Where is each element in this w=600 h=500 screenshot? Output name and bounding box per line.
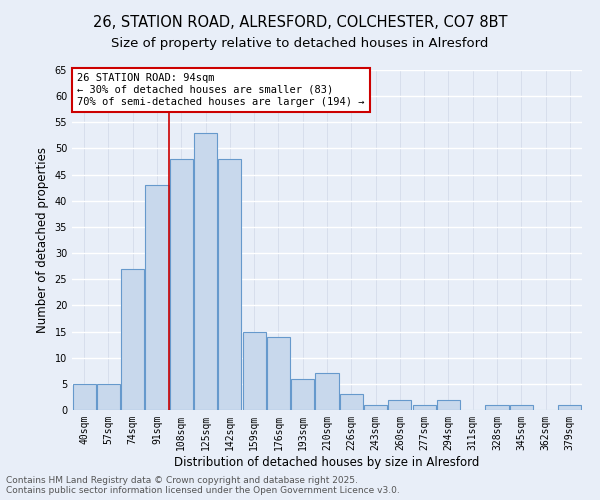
Bar	[194, 133, 217, 410]
Bar	[218, 159, 241, 410]
Bar	[316, 374, 338, 410]
Text: 26 STATION ROAD: 94sqm
← 30% of detached houses are smaller (83)
70% of semi-det: 26 STATION ROAD: 94sqm ← 30% of detached…	[77, 74, 365, 106]
Bar	[485, 405, 509, 410]
Bar	[413, 405, 436, 410]
Bar	[437, 400, 460, 410]
Bar	[267, 337, 290, 410]
Bar	[242, 332, 266, 410]
Text: 26, STATION ROAD, ALRESFORD, COLCHESTER, CO7 8BT: 26, STATION ROAD, ALRESFORD, COLCHESTER,…	[93, 15, 507, 30]
Bar	[145, 185, 169, 410]
Y-axis label: Number of detached properties: Number of detached properties	[36, 147, 49, 333]
Bar	[73, 384, 95, 410]
Text: Contains HM Land Registry data © Crown copyright and database right 2025.
Contai: Contains HM Land Registry data © Crown c…	[6, 476, 400, 495]
Bar	[388, 400, 412, 410]
Text: Size of property relative to detached houses in Alresford: Size of property relative to detached ho…	[112, 38, 488, 51]
Bar	[170, 159, 193, 410]
Bar	[364, 405, 387, 410]
Bar	[97, 384, 120, 410]
Bar	[510, 405, 533, 410]
Bar	[291, 378, 314, 410]
X-axis label: Distribution of detached houses by size in Alresford: Distribution of detached houses by size …	[175, 456, 479, 468]
Bar	[121, 269, 144, 410]
Bar	[559, 405, 581, 410]
Bar	[340, 394, 363, 410]
